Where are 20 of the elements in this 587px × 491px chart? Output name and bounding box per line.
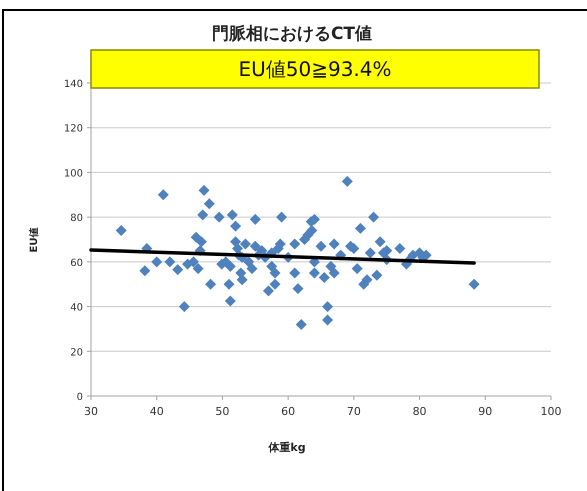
x-tick-label: 50: [215, 405, 230, 418]
y-tick-label: 40: [70, 302, 83, 314]
x-tick-label: 90: [478, 405, 492, 418]
y-axis-title: EU値: [28, 228, 40, 252]
x-tick-label: 30: [84, 405, 98, 418]
y-tick-label: 0: [76, 392, 83, 403]
chart-title: 門脈相におけるCT値: [212, 24, 372, 44]
y-tick-label: 140: [64, 79, 83, 90]
note: EU値50≧93.4%: [90, 49, 540, 89]
x-tick-label: 60: [281, 405, 296, 418]
y-tick-label: 80: [70, 213, 83, 224]
x-axis-title: 体重kg: [267, 441, 306, 454]
x-tick-label: 100: [540, 405, 562, 418]
y-tick-label: 120: [64, 124, 83, 135]
x-tick-label: 80: [412, 405, 427, 418]
y-tick-label: 60: [70, 258, 83, 269]
y-tick-label: 100: [64, 168, 83, 180]
x-tick-label: 70: [346, 405, 361, 418]
y-tick-label: 20: [70, 347, 83, 358]
x-tick-label: 40: [150, 405, 164, 418]
